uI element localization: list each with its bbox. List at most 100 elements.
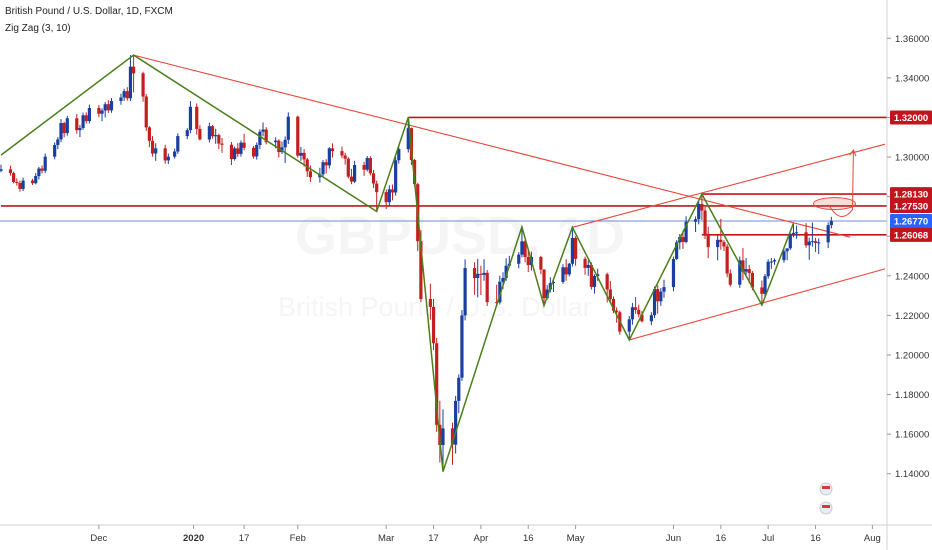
candle-body — [150, 140, 155, 154]
candle-body — [526, 257, 530, 266]
candle — [766, 259, 770, 279]
candle — [627, 315, 631, 340]
candle-body — [829, 220, 833, 226]
candle — [340, 146, 344, 159]
candle-body — [684, 221, 688, 242]
candle-body — [504, 265, 508, 278]
candle-body — [229, 144, 234, 160]
candle — [463, 259, 467, 321]
candle — [207, 122, 211, 143]
horizontal-levels — [1, 116, 887, 236]
candle — [435, 337, 439, 432]
candle — [817, 238, 821, 255]
candle-body — [596, 274, 600, 277]
candle-body — [750, 273, 754, 288]
candle — [34, 173, 38, 185]
candle-body — [302, 152, 306, 160]
candle-body — [8, 169, 13, 174]
candle — [30, 178, 35, 185]
candle — [706, 226, 710, 259]
candle-body — [605, 274, 609, 290]
candle — [198, 125, 202, 141]
candle-body — [662, 287, 666, 292]
candle-body — [128, 66, 133, 99]
candle-body — [561, 267, 565, 282]
candle-body — [176, 136, 180, 152]
candle-body — [697, 203, 701, 220]
candle-body — [15, 181, 19, 183]
candle — [807, 237, 811, 260]
candle — [611, 296, 616, 314]
candle — [498, 275, 502, 305]
price-label-box — [890, 187, 932, 202]
price-label-current: 1.26770 — [890, 213, 932, 228]
candle — [539, 255, 543, 275]
candle-body — [460, 315, 464, 378]
indicator-label[interactable]: Zig Zag (3, 10) — [5, 23, 71, 34]
candle — [296, 115, 300, 158]
candle-body — [30, 180, 35, 184]
candle-body — [255, 144, 259, 157]
candle — [0, 164, 3, 173]
candle — [719, 218, 723, 250]
x-tick-label: Aug — [864, 533, 881, 544]
candle-body — [21, 180, 25, 189]
candle-body — [693, 219, 698, 222]
candle — [349, 168, 354, 185]
projection-drawing — [812, 149, 857, 217]
candle-body — [81, 115, 85, 128]
candle — [141, 71, 145, 102]
candle-body — [362, 164, 366, 170]
candle — [517, 252, 521, 269]
candle — [772, 258, 777, 265]
candle — [637, 304, 641, 318]
candle-body — [716, 239, 720, 248]
candle-body — [788, 234, 792, 249]
candle — [485, 270, 489, 306]
candle — [454, 395, 458, 454]
x-tick-label: 16 — [716, 533, 727, 544]
candle-body — [570, 238, 575, 264]
candle — [697, 201, 701, 225]
candle-body — [472, 268, 477, 278]
candle — [788, 232, 792, 251]
candle-body — [330, 148, 335, 152]
candle-body — [640, 314, 644, 322]
candle — [671, 256, 676, 292]
candle-body — [308, 171, 312, 178]
candle-body — [539, 257, 543, 270]
candle-body — [611, 298, 616, 311]
candle-body — [368, 158, 372, 174]
candle — [375, 180, 379, 212]
candle — [523, 239, 527, 263]
candle — [299, 146, 303, 161]
candle-body — [106, 104, 110, 111]
candle — [693, 216, 698, 233]
candle-body — [220, 143, 224, 145]
candle — [346, 157, 350, 179]
price-label-text: 1.27530 — [894, 201, 928, 212]
candle — [353, 160, 357, 183]
candle-body — [141, 73, 145, 97]
candle — [280, 141, 284, 155]
candle — [302, 149, 306, 167]
candle — [283, 136, 287, 163]
event-flag-stripe — [822, 505, 830, 508]
candle-body — [233, 148, 237, 160]
candle-body — [296, 116, 300, 156]
candle — [87, 104, 91, 124]
candle — [387, 185, 391, 207]
candle-body — [217, 135, 221, 144]
candle-body — [476, 273, 480, 278]
y-tick-label: 1.24000 — [895, 271, 929, 282]
candle — [384, 189, 388, 210]
candle — [725, 244, 729, 278]
candle — [826, 222, 830, 249]
candle-body — [132, 66, 136, 74]
x-tick-label: Jul — [762, 533, 774, 544]
candle — [239, 140, 243, 157]
trendline — [572, 143, 886, 228]
candle — [56, 137, 60, 150]
